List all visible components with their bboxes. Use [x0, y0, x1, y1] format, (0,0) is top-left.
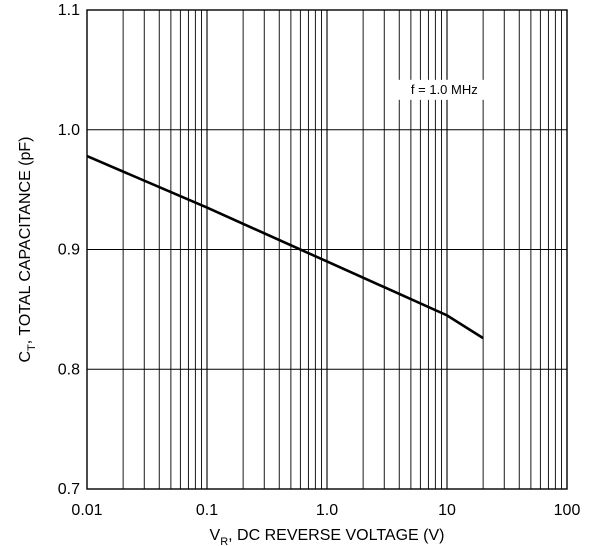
- x-tick-labels: 0.01 0.1 1.0 10 100: [71, 502, 580, 519]
- grid: [87, 10, 567, 489]
- y-tick-label: 1.0: [58, 122, 80, 139]
- plot-frame: [86, 9, 568, 490]
- x-axis-label: VR, DC REVERSE VOLTAGE (V): [210, 527, 445, 546]
- x-tick-label: 0.01: [71, 502, 102, 519]
- series-layer: [86, 154, 484, 340]
- x-tick-label: 100: [554, 502, 581, 519]
- annotation-box: f = 1.0 MHz: [397, 79, 492, 100]
- capacitance-series-line: [86, 154, 484, 340]
- y-tick-label: 0.9: [58, 242, 80, 259]
- frequency-annotation: f = 1.0 MHz: [411, 82, 478, 97]
- y-tick-labels: 0.7 0.8 0.9 1.0 1.1: [58, 2, 80, 498]
- y-tick-label: 0.8: [58, 361, 80, 378]
- x-tick-label: 10: [438, 502, 456, 519]
- y-tick-label: 1.1: [58, 2, 80, 19]
- y-axis-label: CT, TOTAL CAPACITANCE (pF): [17, 136, 38, 362]
- y-tick-label: 0.7: [58, 481, 80, 498]
- x-tick-label: 1.0: [316, 502, 338, 519]
- x-tick-label: 0.1: [196, 502, 218, 519]
